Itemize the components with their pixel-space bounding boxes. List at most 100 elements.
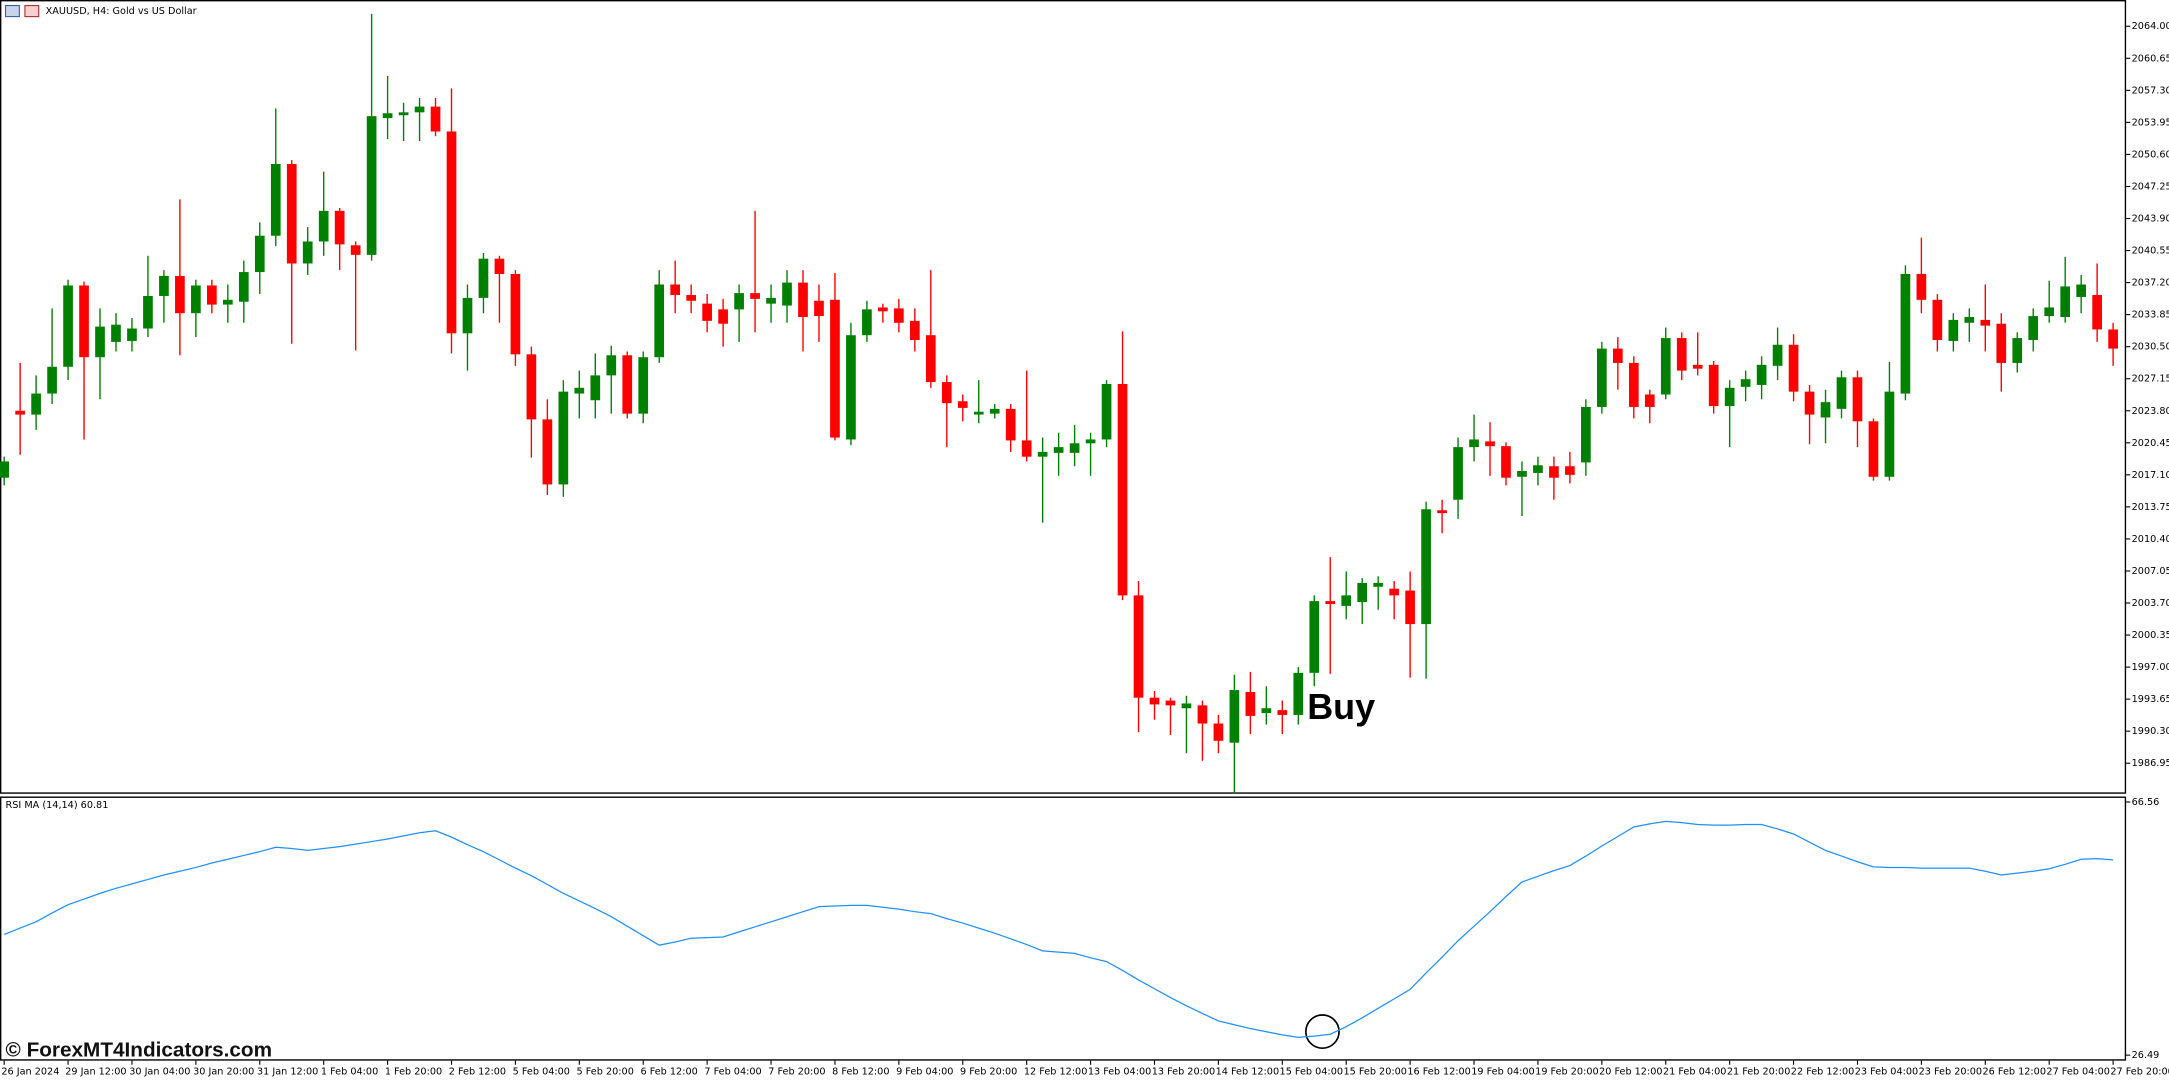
candle-body — [1261, 708, 1272, 714]
candle-body — [1149, 697, 1160, 705]
candle-body — [254, 235, 265, 273]
candle-body — [957, 401, 968, 408]
candle-body — [1581, 406, 1591, 463]
candle-body — [446, 131, 457, 334]
y-tick-label: 2064.00 — [2132, 21, 2169, 32]
candle-body — [238, 272, 249, 302]
candle-body — [286, 163, 297, 264]
candle-body — [590, 375, 601, 401]
candle-body — [638, 357, 649, 414]
candle-body — [430, 106, 441, 132]
candle-body — [1053, 447, 1064, 453]
candle-body — [302, 241, 313, 264]
candle-body — [2012, 338, 2023, 363]
candle-body — [207, 285, 217, 305]
candle-body — [1037, 451, 1048, 457]
candle-body — [318, 210, 329, 242]
marks: 2064.00 2060.65 2057.30 2053.95 2050.60 2047.… — [0, 13, 2169, 1078]
candle-body — [2108, 329, 2118, 349]
candle-body — [1085, 439, 1096, 444]
candle-body — [15, 410, 25, 415]
candle-body — [1133, 595, 1144, 698]
x-tick-label: 26 Jan 2024 — [1, 1067, 59, 1078]
candle-body — [1628, 362, 1639, 407]
x-tick-label: 23 Feb 04:00 — [1855, 1067, 1918, 1078]
candle-body — [47, 366, 57, 394]
candle-body — [894, 308, 904, 323]
candle-body — [350, 245, 361, 255]
y-tick-label: 66.56 — [2132, 797, 2160, 808]
candle-body — [1245, 691, 1256, 716]
candle-body — [2044, 307, 2055, 317]
candle-body — [909, 320, 920, 340]
x-tick-label: 19 Feb 04:00 — [1471, 1067, 1534, 1078]
candle-body — [1612, 348, 1623, 363]
x-tick-label: 12 Feb 12:00 — [1024, 1067, 1087, 1078]
candle-body — [654, 284, 665, 358]
x-tick-label: 13 Feb 04:00 — [1088, 1067, 1151, 1078]
candle-body — [846, 335, 856, 440]
rsi-ma-line — [3, 820, 2114, 1039]
candle-body — [1597, 348, 1607, 407]
y-tick-label: 2023.80 — [2132, 406, 2169, 417]
y-tick-label: 2033.85 — [2132, 310, 2169, 321]
candle-body — [925, 335, 936, 383]
candle-body — [782, 282, 792, 306]
chart-icon — [4, 4, 20, 18]
x-tick-label: 19 Feb 20:00 — [1535, 1067, 1598, 1078]
indicator-title: RSI MA (14,14) 60.81 — [6, 800, 109, 811]
y-tick-label: 2047.25 — [2132, 181, 2169, 192]
candle-body — [1740, 379, 1751, 387]
x-tick-label: 30 Jan 04:00 — [129, 1067, 190, 1078]
y-tick-label: 2040.55 — [2132, 246, 2169, 257]
x-tick-label: 8 Feb 12:00 — [832, 1067, 889, 1078]
candle-body — [1644, 394, 1655, 407]
candle-body — [1964, 317, 1975, 323]
candle-body — [973, 411, 984, 415]
x-tick-label: 22 Feb 12:00 — [1791, 1067, 1854, 1078]
candle-body — [941, 382, 952, 404]
candle-body — [1325, 601, 1336, 604]
candle-body — [1948, 319, 1959, 341]
candle-body — [734, 293, 744, 310]
x-tick-label: 26 Feb 12:00 — [1983, 1067, 2046, 1078]
chart-icon — [24, 4, 40, 18]
candle-body — [63, 285, 73, 367]
buy-annotation: Buy — [1307, 686, 1375, 727]
candle-body — [1517, 471, 1527, 477]
candle-body — [862, 309, 872, 336]
y-tick-label: 2017.10 — [2132, 470, 2169, 481]
y-tick-label: 2037.20 — [2132, 278, 2169, 289]
candle-body — [574, 387, 585, 394]
candle-body — [1533, 465, 1543, 473]
candle-body — [1293, 672, 1304, 715]
candle-body — [1309, 601, 1320, 673]
candle-body — [382, 113, 393, 119]
candle-body — [542, 419, 553, 485]
candle-body — [1900, 273, 1911, 394]
candle-body — [1820, 402, 1831, 418]
signal-circle — [1304, 1014, 1340, 1050]
y-tick-label: 1997.00 — [2132, 662, 2169, 673]
candle-body — [1868, 421, 1879, 477]
candle-body — [127, 328, 137, 341]
candle-body — [31, 393, 41, 415]
x-tick-label: 16 Feb 12:00 — [1407, 1067, 1470, 1078]
candle-body — [79, 285, 89, 358]
x-tick-label: 15 Feb 20:00 — [1343, 1067, 1406, 1078]
y-tick-label: 26.49 — [2132, 1050, 2160, 1061]
candle-body — [1357, 582, 1368, 603]
candle-body — [1229, 690, 1240, 743]
candle-body — [558, 391, 569, 485]
candle-body — [1501, 446, 1511, 478]
candle-body — [1884, 391, 1895, 477]
candle-body — [478, 258, 489, 298]
candle-body — [1676, 338, 1687, 371]
y-tick-label: 1986.95 — [2132, 758, 2169, 769]
candle-body — [1341, 595, 1352, 606]
y-tick-label: 2050.60 — [2132, 149, 2169, 160]
candle-body — [270, 163, 281, 236]
candle-body — [1724, 387, 1735, 406]
candle-body — [191, 285, 201, 314]
